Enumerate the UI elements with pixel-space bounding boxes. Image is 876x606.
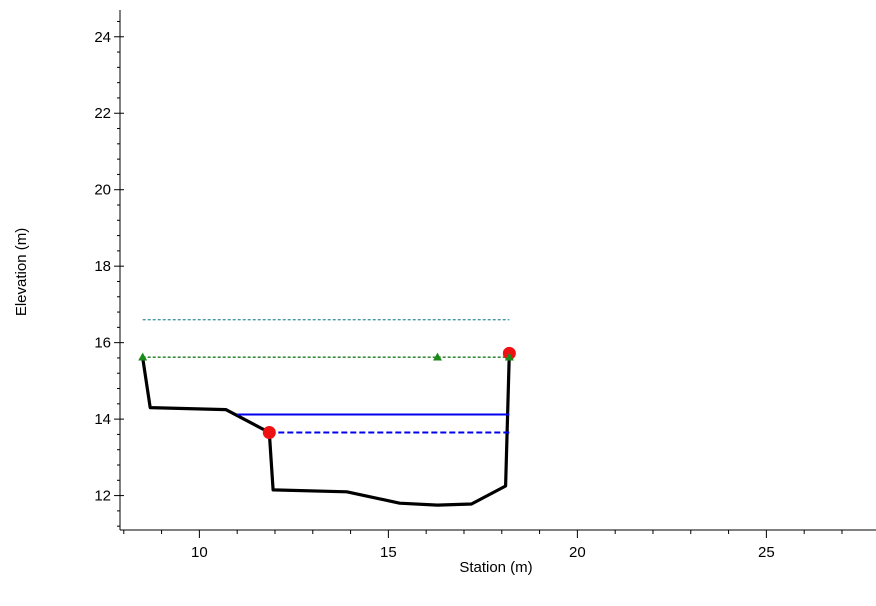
x-axis-label: Station (m): [459, 559, 532, 576]
marker-circle: [262, 426, 276, 439]
y-tick-label: 16: [94, 335, 111, 352]
y-tick-label: 24: [94, 29, 111, 46]
x-tick-label: 25: [758, 544, 775, 561]
marker-layer: [138, 346, 516, 439]
x-tick-label: 20: [569, 544, 586, 561]
marker-triangle: [433, 352, 443, 361]
series-layer: [141, 319, 511, 507]
x-tick-label: 15: [380, 544, 397, 561]
y-tick-label: 22: [94, 105, 111, 122]
series-line-ground: [141, 352, 511, 507]
axes-layer: 10 15 20 25 12 14 16 18 20 22 24: [94, 10, 876, 561]
marker-triangle: [504, 352, 514, 361]
y-tick-label: 14: [94, 411, 111, 428]
y-axis-label: Elevation (m): [13, 228, 30, 316]
marker-triangle: [138, 352, 148, 361]
y-tick-label: 18: [94, 258, 111, 275]
y-tick-label: 20: [94, 182, 111, 199]
x-tick-label: 10: [191, 544, 208, 561]
y-tick-label: 12: [94, 488, 111, 505]
